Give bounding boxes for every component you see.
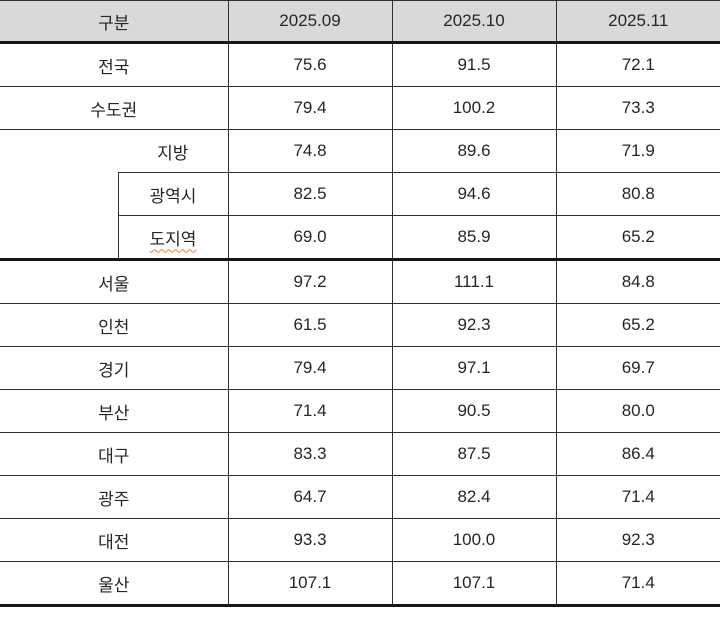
row-label: 전국 bbox=[0, 42, 228, 87]
table-row-busan: 부산 71.4 90.5 80.0 bbox=[0, 389, 720, 433]
table-row-gyeonggi: 경기 79.4 97.1 69.7 bbox=[0, 346, 720, 390]
table-row-dojiyeok: 도지역 69.0 85.9 65.2 bbox=[0, 215, 720, 261]
group-spacer-cell bbox=[0, 129, 118, 261]
value-cell: 93.3 bbox=[227, 518, 392, 562]
value-cell: 97.2 bbox=[227, 259, 392, 304]
row-label: 서울 bbox=[0, 259, 228, 304]
value-cell: 65.2 bbox=[555, 215, 720, 261]
value-cell: 73.3 bbox=[555, 86, 720, 130]
value-cell: 100.0 bbox=[391, 518, 556, 562]
value-cell: 82.5 bbox=[227, 172, 392, 216]
table-row-jeonguk: 전국 75.6 91.5 72.1 bbox=[0, 42, 720, 87]
value-cell: 91.5 bbox=[391, 42, 556, 87]
value-cell: 111.1 bbox=[391, 259, 556, 304]
value-cell: 107.1 bbox=[391, 561, 556, 607]
value-cell: 90.5 bbox=[391, 389, 556, 433]
value-cell: 82.4 bbox=[391, 475, 556, 519]
table-row-gwangyeoksi: 광역시 82.5 94.6 80.8 bbox=[0, 172, 720, 216]
value-cell: 87.5 bbox=[391, 432, 556, 476]
table-row-jibang: 지방 74.8 89.6 71.9 bbox=[0, 129, 720, 261]
row-label: 대구 bbox=[0, 432, 228, 476]
header-month-2025-10: 2025.10 bbox=[391, 0, 556, 44]
header-month-2025-11: 2025.11 bbox=[555, 0, 720, 44]
value-cell: 97.1 bbox=[391, 346, 556, 390]
row-label-indented: 지방 bbox=[118, 129, 228, 173]
row-label: 대전 bbox=[0, 518, 228, 562]
value-cell: 80.0 bbox=[555, 389, 720, 433]
table-row-daegu: 대구 83.3 87.5 86.4 bbox=[0, 432, 720, 476]
row-label: 경기 bbox=[0, 346, 228, 390]
header-row: 구분 2025.09 2025.10 2025.11 bbox=[0, 0, 720, 44]
row-label-nested: 광역시 bbox=[117, 172, 228, 216]
header-month-2025-09: 2025.09 bbox=[227, 0, 392, 44]
value-cell: 94.6 bbox=[391, 172, 556, 216]
value-cell: 79.4 bbox=[227, 86, 392, 130]
table-row-incheon: 인천 61.5 92.3 65.2 bbox=[0, 303, 720, 347]
value-cell: 71.4 bbox=[555, 561, 720, 607]
table-row-gwangju: 광주 64.7 82.4 71.4 bbox=[0, 475, 720, 519]
value-cell: 61.5 bbox=[227, 303, 392, 347]
value-cell: 100.2 bbox=[391, 86, 556, 130]
table-row-sudogwon: 수도권 79.4 100.2 73.3 bbox=[0, 86, 720, 130]
value-cell: 89.6 bbox=[391, 129, 556, 173]
table-row-ulsan: 울산 107.1 107.1 71.4 bbox=[0, 561, 720, 607]
table-row-daejeon: 대전 93.3 100.0 92.3 bbox=[0, 518, 720, 562]
value-cell: 80.8 bbox=[555, 172, 720, 216]
value-cell: 107.1 bbox=[227, 561, 392, 607]
row-label-nested: 도지역 bbox=[117, 215, 228, 261]
value-cell: 75.6 bbox=[227, 42, 392, 87]
value-cell: 71.9 bbox=[555, 129, 720, 173]
value-cell: 74.8 bbox=[227, 129, 392, 173]
value-cell: 69.0 bbox=[227, 215, 392, 261]
value-cell: 86.4 bbox=[555, 432, 720, 476]
value-cell: 92.3 bbox=[555, 518, 720, 562]
row-label: 인천 bbox=[0, 303, 228, 347]
row-label: 울산 bbox=[0, 561, 228, 607]
value-cell: 83.3 bbox=[227, 432, 392, 476]
header-category: 구분 bbox=[0, 0, 228, 44]
value-cell: 84.8 bbox=[555, 259, 720, 304]
spellcheck-underlined-text: 도지역 bbox=[149, 229, 197, 249]
row-label: 부산 bbox=[0, 389, 228, 433]
row-label: 수도권 bbox=[0, 86, 228, 130]
region-index-table: 구분 2025.09 2025.10 2025.11 전국 75.6 91.5 … bbox=[0, 0, 720, 607]
table-row-seoul: 서울 97.2 111.1 84.8 bbox=[0, 259, 720, 304]
value-cell: 72.1 bbox=[555, 42, 720, 87]
value-cell: 71.4 bbox=[227, 389, 392, 433]
row-label: 광주 bbox=[0, 475, 228, 519]
value-cell: 69.7 bbox=[555, 346, 720, 390]
value-cell: 92.3 bbox=[391, 303, 556, 347]
value-cell: 79.4 bbox=[227, 346, 392, 390]
value-cell: 85.9 bbox=[391, 215, 556, 261]
value-cell: 65.2 bbox=[555, 303, 720, 347]
value-cell: 64.7 bbox=[227, 475, 392, 519]
value-cell: 71.4 bbox=[555, 475, 720, 519]
